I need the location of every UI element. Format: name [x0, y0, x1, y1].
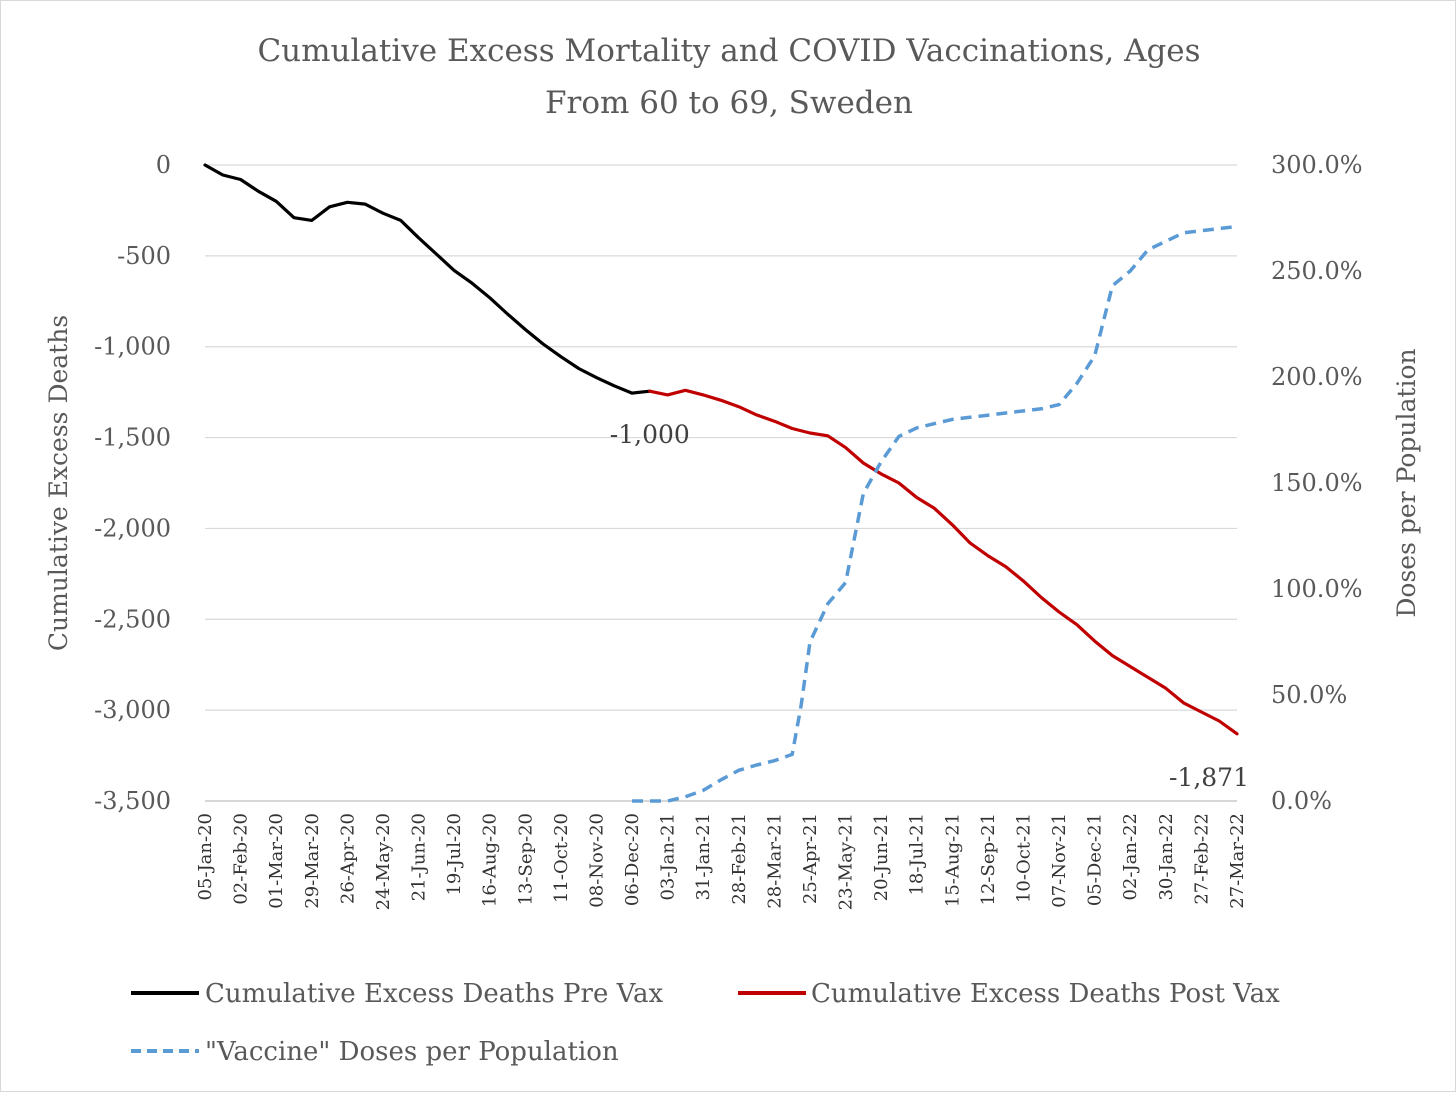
left-y-tick-label: -3,500 [94, 787, 171, 815]
x-tick-label: 05-Jan-20 [195, 813, 216, 901]
x-tick-label: 13-Sep-20 [515, 813, 536, 905]
x-tick-label: 10-Oct-21 [1013, 813, 1034, 903]
right-y-tick-label: 50.0% [1271, 681, 1347, 709]
right-y-axis-title: Doses per Population [1392, 348, 1421, 617]
x-tick-label: 28-Feb-21 [729, 813, 750, 905]
legend-label-pre-vax: Cumulative Excess Deaths Pre Vax [205, 979, 663, 1009]
left-y-tick-label: -1,000 [94, 333, 171, 361]
series-line-pre-vax [203, 163, 652, 395]
left-y-axis-title: Cumulative Excess Deaths [44, 315, 73, 651]
x-axis-ticks: 05-Jan-20 02-Feb-20 01-Mar-20 29-Mar-20 26-A… [195, 813, 1248, 910]
data-labels: -1,000 -1,871 [610, 420, 1249, 792]
x-tick-label: 29-Mar-20 [302, 813, 323, 909]
series-group [203, 163, 1239, 803]
x-tick-label: 27-Feb-22 [1191, 813, 1212, 905]
x-tick-label: 07-Nov-21 [1049, 813, 1070, 908]
data-label-last-post-vax: -1,871 [1169, 763, 1249, 792]
x-tick-label: 21-Jun-20 [409, 813, 430, 901]
left-y-tick-label: -3,000 [94, 696, 171, 724]
x-tick-label: 18-Jul-21 [907, 813, 928, 896]
x-tick-label: 05-Dec-21 [1085, 813, 1106, 906]
gridlines [205, 164, 1237, 802]
left-y-tick-label: 0 [156, 151, 171, 179]
x-tick-label: 06-Dec-20 [622, 813, 643, 906]
chart-title-line2: From 60 to 69, Sweden [545, 85, 913, 121]
left-y-tick-label: -1,500 [94, 424, 171, 452]
legend-label-vaccine: "Vaccine" Doses per Population [205, 1037, 619, 1067]
x-tick-label: 15-Aug-21 [942, 813, 963, 907]
chart-title-line1: Cumulative Excess Mortality and COVID Va… [257, 33, 1200, 69]
right-y-tick-label: 0.0% [1271, 787, 1332, 815]
right-y-tick-label: 100.0% [1271, 575, 1363, 603]
x-tick-label: 23-May-21 [836, 813, 857, 910]
right-y-tick-label: 300.0% [1271, 151, 1363, 179]
x-tick-label: 01-Mar-20 [266, 813, 287, 909]
right-y-tick-label: 200.0% [1271, 363, 1363, 391]
x-tick-label: 31-Jan-21 [693, 813, 714, 901]
x-tick-label: 25-Apr-21 [800, 813, 821, 904]
x-tick-label: 24-May-20 [373, 813, 394, 910]
x-tick-label: 12-Sep-21 [978, 813, 999, 905]
left-y-axis-ticks: 0 -500 -1,000 -1,500 -2,000 -2,500 -3,000 -3,50… [94, 151, 171, 815]
legend: Cumulative Excess Deaths Pre Vax Cumulat… [131, 979, 1280, 1067]
x-tick-label: 30-Jan-22 [1156, 813, 1177, 901]
x-tick-label: 02-Feb-20 [231, 813, 252, 905]
data-label-first-post-vax: -1,000 [610, 420, 690, 449]
left-y-tick-label: -2,000 [94, 514, 171, 542]
x-tick-label: 08-Nov-20 [586, 813, 607, 908]
left-y-tick-label: -2,500 [94, 605, 171, 633]
legend-label-post-vax: Cumulative Excess Deaths Post Vax [811, 979, 1280, 1009]
x-tick-label: 11-Oct-20 [551, 813, 572, 903]
x-tick-label: 19-Jul-20 [444, 813, 465, 896]
series-line-vaccine-doses [632, 224, 1238, 803]
x-tick-label: 27-Mar-22 [1227, 813, 1248, 909]
x-tick-label: 26-Apr-20 [337, 813, 358, 904]
right-y-axis-ticks: 300.0% 250.0% 200.0% 150.0% 100.0% 50.0% 0.0% [1271, 151, 1363, 815]
x-tick-label: 16-Aug-20 [480, 813, 501, 907]
x-tick-label: 20-Jun-21 [871, 813, 892, 901]
x-tick-label: 02-Jan-22 [1120, 813, 1141, 901]
right-y-tick-label: 150.0% [1271, 469, 1363, 497]
left-y-tick-label: -500 [117, 242, 171, 270]
x-tick-label: 28-Mar-21 [764, 813, 785, 909]
x-tick-label: 03-Jan-21 [658, 813, 679, 901]
series-line-post-vax [648, 388, 1239, 736]
right-y-tick-label: 250.0% [1271, 257, 1363, 285]
